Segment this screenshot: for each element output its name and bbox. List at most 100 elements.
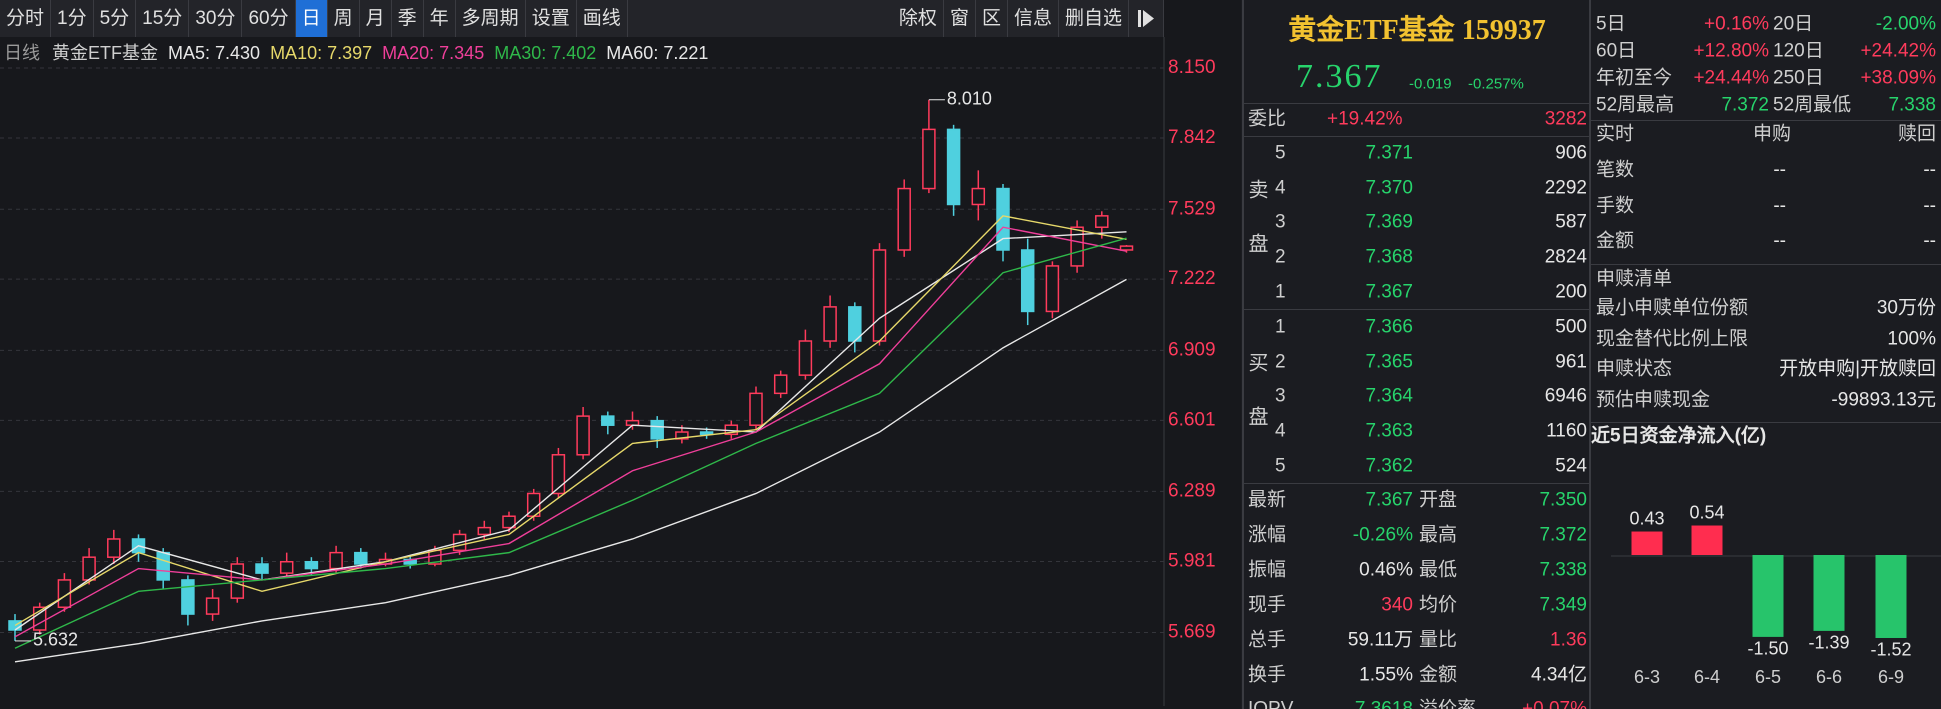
period-button[interactable]: 多周期 bbox=[456, 0, 526, 37]
candle-body bbox=[502, 515, 516, 529]
book-price: 7.371 bbox=[1365, 142, 1413, 164]
period-button[interactable]: 日 bbox=[295, 0, 328, 37]
book-volume: 961 bbox=[1555, 351, 1587, 373]
tool-group: 除权窗区信息 删自选 bbox=[893, 0, 1164, 37]
perf-value: +24.44% bbox=[1693, 67, 1769, 89]
tool-button[interactable]: 除权 bbox=[893, 0, 944, 37]
stat-value: 4.34亿 bbox=[1531, 664, 1587, 685]
ma-line bbox=[14, 231, 1127, 631]
side-panel: 5日 +0.16% 20日 -2.00% 60日 +12.80% 120日 +24.42% 年初… bbox=[1589, 0, 1941, 709]
candle-body bbox=[1020, 249, 1035, 313]
candle-body bbox=[354, 551, 368, 565]
table-label: 手数 bbox=[1596, 195, 1635, 216]
y-tick-label: 6.909 bbox=[1168, 339, 1216, 360]
divider bbox=[1591, 120, 1941, 121]
perf-value: +0.16% bbox=[1704, 13, 1769, 35]
flow-chart: 0.43 6-3 0.54 6-4 -1.50 6-5 -1.39 6-6 -1.52 6-9 bbox=[1611, 502, 1941, 687]
candle-body bbox=[872, 249, 887, 342]
book-price: 7.366 bbox=[1365, 316, 1413, 338]
book-level: 4 bbox=[1275, 420, 1286, 442]
perf-value: 7.338 bbox=[1888, 94, 1936, 116]
flow-category: 6-6 bbox=[1816, 667, 1842, 687]
table-label: 笔数 bbox=[1596, 159, 1635, 181]
stat-value: 7.350 bbox=[1539, 489, 1587, 511]
candle-body bbox=[848, 306, 862, 342]
divider bbox=[1591, 422, 1941, 423]
period-button[interactable]: 周 bbox=[328, 0, 360, 37]
stat-value: 0.46% bbox=[1359, 559, 1413, 581]
period-button[interactable]: 设置 bbox=[526, 0, 577, 37]
flow-bar bbox=[1813, 555, 1845, 631]
stat-label: 最低 bbox=[1419, 559, 1458, 581]
period-button[interactable]: 画线 bbox=[577, 0, 628, 37]
quote-change-pct: -0.257% bbox=[1468, 75, 1524, 93]
stat-label: 总手 bbox=[1248, 629, 1287, 651]
period-button[interactable]: 30分 bbox=[189, 0, 243, 37]
period-button[interactable]: 15分 bbox=[136, 0, 190, 37]
candle-body bbox=[773, 374, 788, 395]
book-level: 2 bbox=[1275, 246, 1286, 268]
collapse-button[interactable] bbox=[1129, 0, 1164, 37]
y-tick-label: 7.842 bbox=[1168, 127, 1216, 148]
candle-body bbox=[749, 392, 763, 426]
legend-item: 日线 bbox=[4, 43, 40, 63]
book-volume: 587 bbox=[1555, 211, 1587, 233]
list-label: 最小申赎单位份额 bbox=[1596, 297, 1749, 319]
perf-value: -2.00% bbox=[1875, 13, 1936, 35]
stat-label: 最高 bbox=[1419, 524, 1458, 546]
flow-title: 近5日资金净流入(亿) bbox=[1591, 425, 1767, 447]
legend-item: MA30: 7.402 bbox=[494, 43, 596, 63]
candle-body bbox=[1070, 226, 1084, 267]
perf-value: +24.42% bbox=[1860, 40, 1936, 62]
book-price: 7.367 bbox=[1365, 281, 1413, 303]
stat-label: 均价 bbox=[1419, 594, 1458, 616]
stat-value: 7.338 bbox=[1539, 559, 1587, 581]
flow-category: 6-5 bbox=[1755, 667, 1781, 687]
stat-label: 开盘 bbox=[1419, 489, 1458, 511]
candle-body bbox=[156, 551, 170, 581]
stat-value: -0.26% bbox=[1352, 524, 1413, 546]
flow-value-label: -1.52 bbox=[1870, 640, 1911, 660]
tool-button[interactable]: 删自选 bbox=[1059, 0, 1129, 37]
tool-button[interactable]: 窗 bbox=[944, 0, 976, 37]
flow-bar bbox=[1691, 525, 1723, 555]
period-button[interactable]: 1分 bbox=[51, 0, 94, 37]
period-button[interactable]: 月 bbox=[360, 0, 392, 37]
stat-label: 溢价率 bbox=[1419, 700, 1476, 709]
book-price: 7.368 bbox=[1365, 246, 1413, 268]
table-header: 实时 bbox=[1596, 123, 1635, 145]
book-level: 3 bbox=[1275, 211, 1286, 233]
candle-body bbox=[304, 560, 319, 570]
candle-body bbox=[601, 415, 615, 426]
period-button[interactable]: 年 bbox=[424, 0, 456, 37]
book-level: 1 bbox=[1275, 281, 1286, 303]
y-tick-label: 6.289 bbox=[1168, 480, 1216, 501]
sell-label: 卖盘 bbox=[1245, 179, 1267, 287]
book-volume: 906 bbox=[1555, 142, 1587, 164]
flow-category: 6-4 bbox=[1694, 667, 1720, 687]
book-level: 4 bbox=[1275, 177, 1286, 199]
period-button[interactable]: 60分 bbox=[242, 0, 296, 37]
period-button[interactable]: 季 bbox=[392, 0, 424, 37]
book-volume: 6946 bbox=[1544, 385, 1587, 407]
candle-body bbox=[551, 454, 566, 495]
tool-button[interactable]: 区 bbox=[976, 0, 1008, 37]
stat-value: 59.11万 bbox=[1347, 629, 1413, 651]
stat-value: 7.367 bbox=[1365, 489, 1413, 511]
candle-body bbox=[823, 306, 837, 342]
candle-body bbox=[1119, 245, 1134, 251]
legend-item: MA5: 7.430 bbox=[168, 43, 260, 63]
book-level: 5 bbox=[1275, 455, 1286, 477]
stat-label: IOPV bbox=[1248, 700, 1293, 709]
candle-body bbox=[255, 563, 269, 574]
period-button[interactable]: 5分 bbox=[94, 0, 137, 37]
ma-line bbox=[14, 226, 1127, 638]
tool-button[interactable]: 信息 bbox=[1008, 0, 1059, 37]
buy-label: 买盘 bbox=[1245, 352, 1267, 460]
candle-body bbox=[329, 551, 343, 570]
perf-value: 7.372 bbox=[1721, 94, 1769, 116]
period-button[interactable]: 分时 bbox=[0, 0, 52, 37]
book-level: 3 bbox=[1275, 385, 1286, 407]
y-tick-label: 7.529 bbox=[1168, 198, 1216, 219]
legend-item: MA10: 7.397 bbox=[270, 43, 372, 63]
